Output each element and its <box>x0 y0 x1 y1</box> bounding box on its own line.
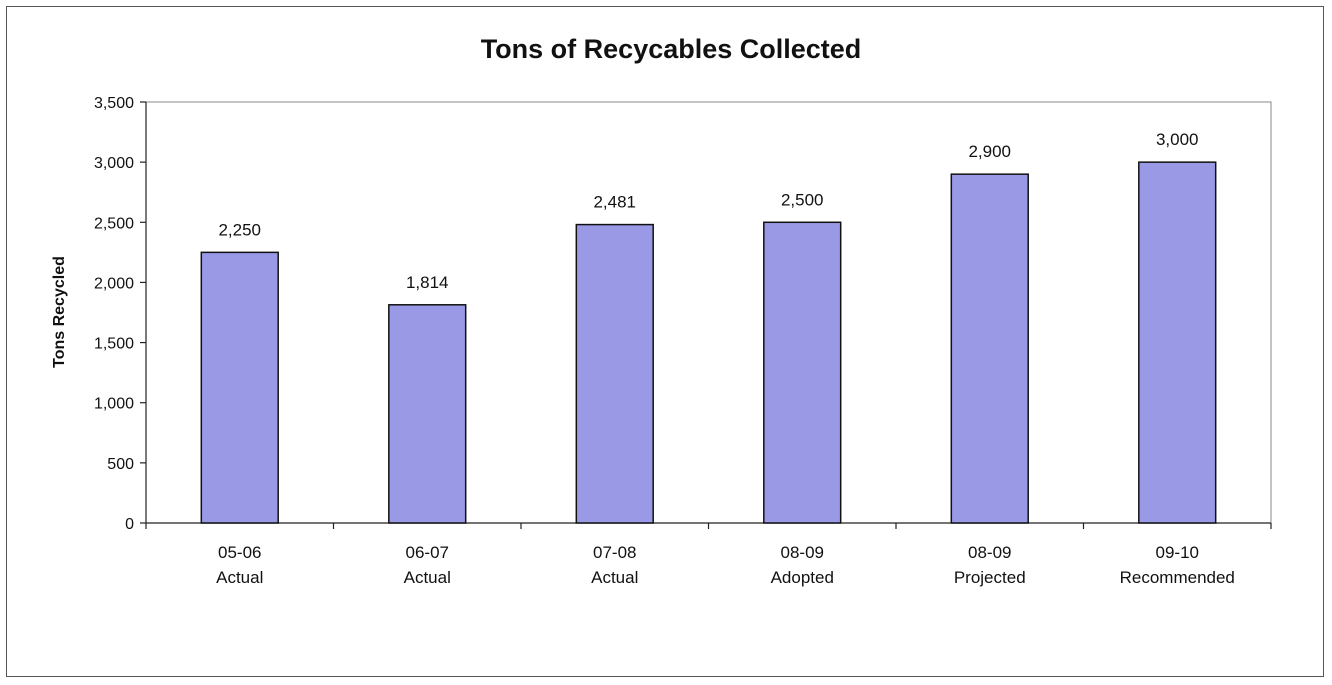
data-label: 3,000 <box>1156 130 1199 149</box>
category-label-line1: 05-06 <box>218 543 261 562</box>
data-label: 2,250 <box>218 220 261 239</box>
category-label-line1: 06-07 <box>406 543 449 562</box>
bar <box>388 304 467 524</box>
category-label-line2: Projected <box>954 568 1026 587</box>
category-label-line1: 07-08 <box>593 543 636 562</box>
bar <box>575 223 654 524</box>
bar <box>763 221 842 524</box>
x-axis <box>145 522 1272 529</box>
y-tick-label: 2,000 <box>94 275 134 292</box>
data-label: 2,481 <box>593 193 636 212</box>
category-label-line1: 08-09 <box>968 543 1011 562</box>
data-label: 2,900 <box>968 142 1011 161</box>
category-label-line2: Actual <box>404 568 451 587</box>
y-axis-label: Tons Recycled <box>51 256 68 368</box>
bar <box>1138 161 1217 524</box>
y-tick-label: 3,500 <box>94 95 134 112</box>
y-tick-label: 1,000 <box>94 396 134 413</box>
category-label-line1: 09-10 <box>1156 543 1199 562</box>
category-label-line2: Actual <box>216 568 263 587</box>
y-axis: 0 500 1,000 1,500 2,000 2,500 3,000 3,500 <box>94 95 147 533</box>
category-label-line1: 08-09 <box>781 543 824 562</box>
y-tick-label: 500 <box>107 456 134 473</box>
category-label-line2: Recommended <box>1120 568 1235 587</box>
data-label: 1,814 <box>406 273 449 292</box>
y-tick-label: 1,500 <box>94 336 134 353</box>
category-label-line2: Actual <box>591 568 638 587</box>
y-tick-label: 3,000 <box>94 155 134 172</box>
plot-area <box>145 101 1272 524</box>
data-label: 2,500 <box>781 190 824 209</box>
y-tick-label: 0 <box>125 516 134 533</box>
bar <box>950 173 1029 524</box>
data-labels: 2,250 1,814 2,481 2,500 2,900 3,000 <box>218 130 1198 292</box>
chart-title: Tons of Recycables Collected <box>481 34 862 64</box>
category-labels: 05-06 Actual 06-07 Actual 07-08 Actual 08-09 Ad… <box>216 543 1235 587</box>
y-tick-label: 2,500 <box>94 215 134 232</box>
category-label-line2: Adopted <box>771 568 834 587</box>
bar <box>200 251 279 524</box>
bar-series <box>200 161 1217 524</box>
